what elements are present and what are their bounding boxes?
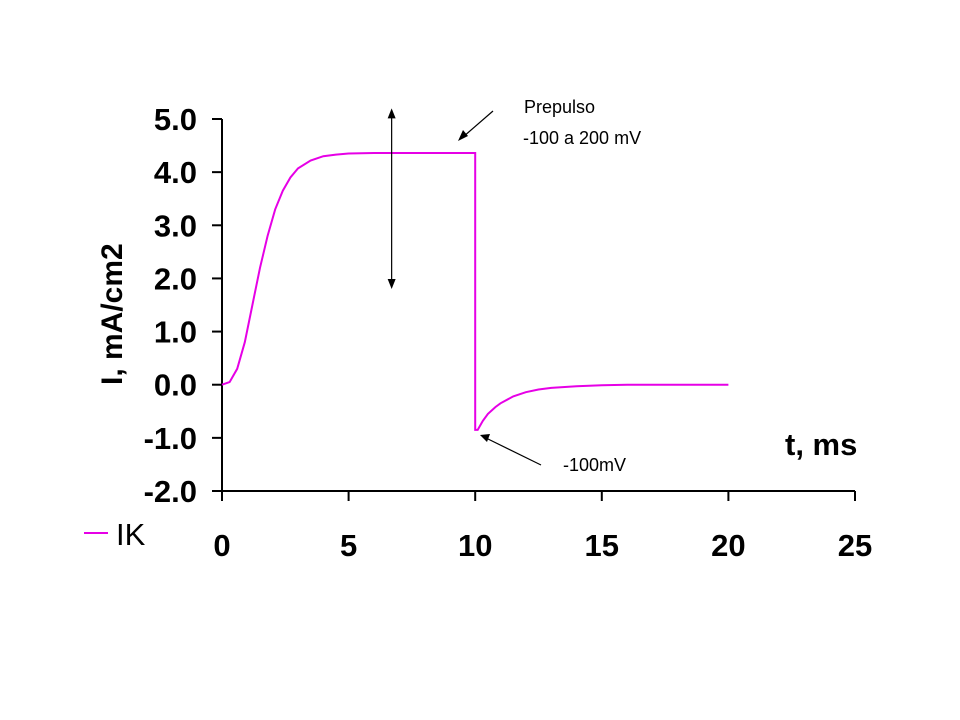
annotation-minus-100mv-text: -100mV — [563, 455, 626, 475]
y-tick-label: 4.0 — [154, 155, 197, 190]
x-tick-label: 10 — [458, 528, 492, 563]
x-tick-label: 25 — [838, 528, 872, 563]
annotation-minus-100mv: -100mV — [563, 455, 626, 475]
annotation-minus-100mv-arrow-head — [480, 434, 490, 442]
range-marker-head-bottom — [387, 279, 396, 290]
y-tick-label: 2.0 — [154, 261, 197, 296]
annotation-prepulso-line-2: -100 a 200 mV — [518, 128, 641, 148]
y-tick-label: -1.0 — [144, 421, 197, 456]
y-tick-label: 3.0 — [154, 208, 197, 243]
x-axis-ticks — [221, 491, 856, 501]
annotation-minus-100mv-arrow — [485, 437, 542, 466]
x-tick-label: 0 — [213, 528, 230, 563]
x-tick-label: 5 — [340, 528, 357, 563]
y-tick-labels: 5.0 4.0 3.0 2.0 1.0 0.0 -1.0 -2.0 — [144, 102, 197, 509]
y-axis-ticks — [212, 118, 222, 492]
annotation-prepulso-arrow-head — [458, 130, 468, 141]
y-axis-label: I, mA/cm2 — [96, 243, 129, 385]
x-tick-labels: 0 5 10 15 20 25 — [213, 528, 872, 563]
series-line-ik — [221, 152, 729, 431]
y-tick-label: -2.0 — [144, 474, 197, 509]
y-tick-label: 1.0 — [154, 315, 197, 350]
range-marker-head-top — [387, 108, 396, 119]
y-tick-label: 5.0 — [154, 102, 197, 137]
annotation-prepulso-arrow — [462, 110, 494, 138]
y-tick-label: 0.0 — [154, 368, 197, 403]
annotation-prepulso: Prepulso -100 a 200 mV — [518, 97, 641, 148]
x-tick-label: 20 — [711, 528, 745, 563]
x-axis-label: t, ms — [785, 427, 857, 462]
annotation-prepulso-line-1: Prepulso — [524, 97, 595, 117]
x-tick-label: 15 — [585, 528, 619, 563]
legend-label-ik: IK — [116, 517, 146, 552]
legend: IK — [84, 517, 146, 552]
